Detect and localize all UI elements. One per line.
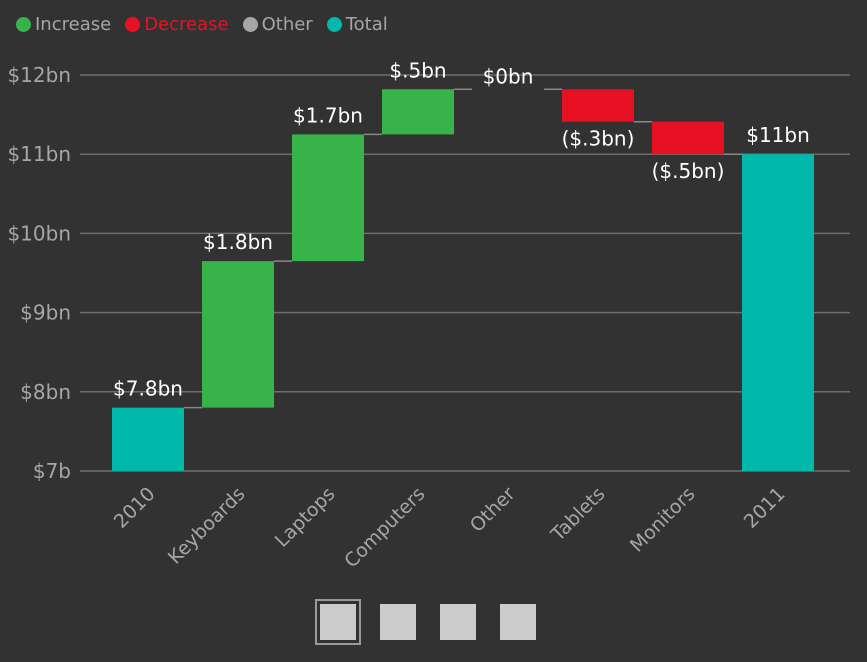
page-1-button[interactable] [315,599,361,645]
data-label: ($.5bn) [652,159,725,183]
waterfall-bar [112,407,184,471]
x-tick-label: Computers [340,483,429,572]
legend: Increase Decrease Other Total [16,14,402,35]
x-tick-label: Other [466,483,520,537]
page-navigator [315,599,560,645]
legend-label-decrease: Decrease [144,14,229,35]
legend-label-other: Other [261,14,313,35]
y-tick-label: $12bn [7,63,71,87]
data-label: $.5bn [389,58,446,82]
legend-dot-other [242,17,258,32]
x-tick-label: Tablets [546,483,609,546]
waterfall-chart: $12bn $11bn $10bn $9bn $8bn $7b $7.8bn $1.8bn $1… [7,58,850,572]
legend-item-total[interactable]: Total [326,14,388,35]
waterfall-bar [292,134,364,262]
y-tick-label: $11bn [7,142,71,166]
y-tick-label: $9bn [20,301,71,325]
page-3-button[interactable] [440,604,476,640]
legend-dot-total [326,17,342,32]
y-tick-label: $8bn [20,380,71,404]
data-label: $11bn [746,123,810,147]
x-tick-label: 2010 [110,483,160,533]
legend-item-decrease[interactable]: Decrease [125,14,229,35]
legend-dot-increase [16,17,31,32]
data-label: $1.8bn [203,230,273,254]
page-4-button[interactable] [500,604,536,640]
legend-label-increase: Increase [35,14,112,35]
waterfall-bar [562,89,634,122]
legend-item-other[interactable]: Other [242,14,313,35]
x-tick-label: 2011 [740,483,790,533]
waterfall-bar [382,89,454,135]
page-2-button[interactable] [380,604,416,640]
data-label: $0bn [483,64,534,88]
x-tick-label: Keyboards [164,483,250,569]
data-label: $1.7bn [293,103,363,127]
waterfall-bar [202,261,274,408]
y-tick-label: $7b [33,459,71,483]
legend-label-total: Total [345,14,388,35]
waterfall-bar [652,121,724,155]
x-tick-label: Laptops [271,483,340,552]
data-label: $7.8bn [113,377,183,401]
data-label: ($.3bn) [562,127,635,151]
y-tick-label: $10bn [7,221,71,245]
waterfall-bar [742,154,814,471]
x-tick-label: Monitors [626,483,700,557]
legend-dot-decrease [125,17,141,32]
legend-item-increase[interactable]: Increase [16,14,111,35]
